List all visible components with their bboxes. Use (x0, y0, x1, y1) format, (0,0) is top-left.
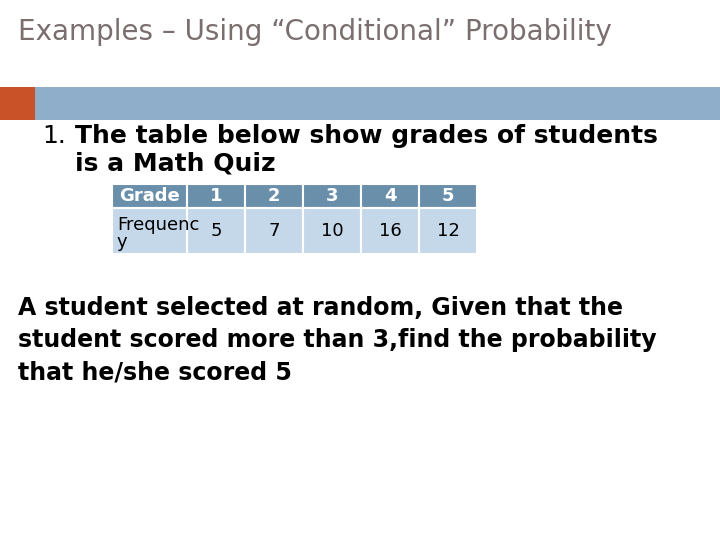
Bar (419, 208, 477, 254)
Text: 1.: 1. (42, 124, 66, 148)
Bar (112, 184, 187, 208)
Text: y: y (117, 233, 127, 251)
Text: 5: 5 (442, 187, 454, 205)
Bar (245, 184, 303, 208)
Text: 3: 3 (325, 187, 338, 205)
Bar (0, 87, 35, 120)
Text: 2: 2 (268, 187, 280, 205)
Bar (303, 184, 361, 208)
Text: 10: 10 (320, 222, 343, 240)
Bar (187, 184, 245, 208)
Text: 1: 1 (210, 187, 222, 205)
Text: Examples – Using “Conditional” Probability: Examples – Using “Conditional” Probabili… (18, 18, 612, 46)
Bar (419, 184, 477, 208)
Bar (303, 208, 361, 254)
Text: A student selected at random, Given that the: A student selected at random, Given that… (18, 296, 623, 320)
Bar (0, 87, 720, 120)
Text: 12: 12 (436, 222, 459, 240)
Bar (361, 184, 419, 208)
Text: 5: 5 (210, 222, 222, 240)
Text: that he/she scored 5: that he/she scored 5 (18, 360, 292, 384)
Text: The table below show grades of students: The table below show grades of students (75, 124, 658, 148)
Text: is a Math Quiz: is a Math Quiz (75, 152, 276, 176)
Bar (187, 208, 245, 254)
Text: Frequenc: Frequenc (117, 216, 199, 234)
Bar (245, 208, 303, 254)
Bar (112, 208, 187, 254)
Text: 16: 16 (379, 222, 401, 240)
Bar (361, 208, 419, 254)
Text: Grade: Grade (119, 187, 180, 205)
Text: 7: 7 (269, 222, 280, 240)
Text: 4: 4 (384, 187, 396, 205)
Text: student scored more than 3,find the probability: student scored more than 3,find the prob… (18, 328, 657, 352)
